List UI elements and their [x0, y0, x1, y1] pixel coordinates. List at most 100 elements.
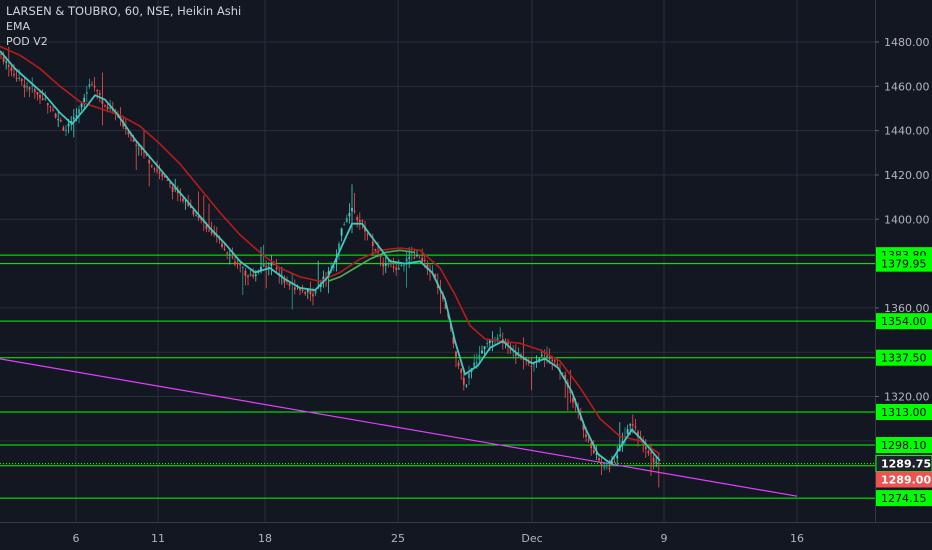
- candle-body: [28, 87, 31, 90]
- candle-body: [600, 464, 603, 466]
- candle-body: [210, 231, 213, 234]
- candle-body: [462, 377, 465, 385]
- candle-body: [455, 351, 457, 358]
- candle-body: [468, 373, 470, 379]
- candle-body: [31, 85, 34, 87]
- candle-body: [59, 120, 62, 122]
- candle-body: [650, 452, 652, 454]
- candle-body: [379, 254, 382, 258]
- candle-body: [301, 290, 304, 292]
- candle-body: [473, 362, 476, 367]
- indicator-ema[interactable]: EMA: [6, 20, 30, 33]
- candle-body: [171, 186, 174, 192]
- candle-body: [36, 91, 39, 95]
- candle-body: [613, 462, 616, 464]
- candle-body: [182, 198, 184, 202]
- level-badge-label: 1313.00: [881, 406, 927, 419]
- candle-body: [293, 287, 296, 290]
- candle-body: [223, 249, 226, 251]
- candle-body: [434, 273, 437, 278]
- time-tick-label: 16: [790, 532, 804, 545]
- candle-body: [530, 365, 533, 367]
- candle-body: [382, 262, 385, 267]
- candle-body: [75, 115, 78, 117]
- candle-body: [340, 228, 343, 236]
- candle-body: [10, 67, 13, 71]
- candle-body: [166, 179, 169, 181]
- candle-body: [15, 77, 18, 79]
- candle-body: [150, 165, 153, 167]
- candle-body: [189, 205, 192, 209]
- candle-body: [488, 340, 491, 344]
- level-badge: [876, 255, 932, 272]
- level-badge: [876, 404, 932, 421]
- time-axis[interactable]: 6 11 18 25 Dec 9 16: [0, 523, 932, 550]
- price-tick-label: 1400.00: [884, 213, 930, 226]
- candle-body: [338, 243, 340, 250]
- candle-body: [275, 267, 278, 270]
- candle-body: [124, 127, 127, 129]
- symbol-title[interactable]: LARSEN & TOUBRO, 60, NSE, Heikin Ashi: [6, 4, 242, 18]
- candle-body: [312, 294, 314, 297]
- candle-body: [262, 264, 265, 267]
- indicator-pod-v2[interactable]: POD V2: [6, 35, 48, 48]
- candle-body: [569, 389, 572, 394]
- candle-body: [247, 275, 249, 278]
- candle-body: [410, 254, 413, 256]
- candle-body: [371, 241, 374, 246]
- trend-line: [0, 358, 798, 497]
- candle-body: [197, 216, 200, 219]
- candle-body: [80, 103, 83, 108]
- candle-body: [538, 358, 541, 361]
- candle-body: [2, 57, 5, 62]
- candle-body: [405, 258, 408, 262]
- candle-body: [33, 89, 36, 92]
- candle-body: [361, 220, 364, 222]
- candle-body: [657, 463, 660, 465]
- chart-legend: LARSEN & TOUBRO, 60, NSE, Heikin Ashi EM…: [6, 4, 241, 49]
- candle-body: [187, 203, 190, 206]
- candle-body: [587, 439, 590, 441]
- candle-body: [392, 266, 395, 268]
- level-badge: [876, 437, 932, 454]
- candle-body: [475, 362, 478, 364]
- candle-body: [384, 263, 387, 266]
- candle-body: [174, 188, 177, 190]
- level-badge-label: 1354.00: [881, 315, 927, 328]
- candle-body: [533, 363, 535, 365]
- candle-body: [421, 257, 424, 262]
- candle-body: [241, 267, 244, 269]
- level-badge-label: 1274.15: [881, 492, 927, 505]
- price-axis[interactable]: 1480.00 1460.00 1440.00 1420.00 1400.00 1360.…: [875, 0, 932, 522]
- candle-body: [309, 290, 312, 295]
- candle-body: [605, 464, 608, 466]
- candle-body: [319, 284, 322, 288]
- candle-body: [85, 92, 88, 94]
- candle-body: [572, 397, 574, 403]
- candle-body: [226, 252, 229, 254]
- candle-body: [481, 350, 483, 354]
- candle-body: [39, 95, 41, 99]
- candle-body: [374, 248, 377, 251]
- candle-body: [254, 274, 257, 277]
- candle-body: [486, 343, 489, 345]
- candle-body: [143, 151, 145, 153]
- candle-body: [106, 106, 109, 109]
- candle-body: [582, 424, 585, 430]
- candle-body: [348, 213, 351, 217]
- candle-body: [478, 355, 481, 360]
- candle-body: [395, 267, 398, 270]
- candle-body: [366, 234, 369, 236]
- candle-body: [109, 107, 112, 109]
- level-badge-label: 1298.10: [881, 439, 927, 452]
- candle-body: [444, 303, 447, 309]
- candle-body: [119, 116, 122, 118]
- candle-body: [96, 90, 99, 92]
- candle-body: [408, 257, 411, 259]
- candle-body: [41, 98, 44, 101]
- level-badge: [876, 490, 932, 507]
- candle-body: [418, 254, 421, 256]
- candle-body: [652, 457, 655, 463]
